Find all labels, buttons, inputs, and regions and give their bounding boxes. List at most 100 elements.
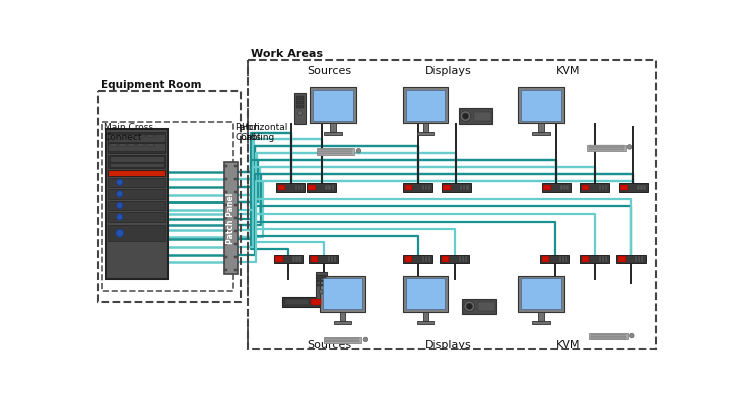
Bar xyxy=(326,338,359,339)
Bar xyxy=(403,255,432,263)
Bar xyxy=(442,256,449,262)
Bar xyxy=(318,151,352,152)
Bar xyxy=(641,256,643,262)
Bar xyxy=(440,255,469,263)
Bar xyxy=(442,183,471,191)
Bar xyxy=(423,312,428,321)
Bar xyxy=(589,145,624,147)
Bar xyxy=(331,123,336,132)
Bar xyxy=(285,299,309,305)
Bar xyxy=(110,163,164,167)
Bar xyxy=(235,165,237,167)
Bar xyxy=(298,256,300,262)
Bar xyxy=(223,162,238,274)
Bar xyxy=(406,90,445,120)
Bar xyxy=(98,91,240,303)
Bar xyxy=(428,185,430,190)
Bar xyxy=(224,165,226,167)
Bar xyxy=(580,255,610,263)
Circle shape xyxy=(117,202,123,208)
Bar xyxy=(602,185,604,190)
Bar xyxy=(532,321,550,324)
Bar xyxy=(108,225,165,241)
Circle shape xyxy=(466,303,472,310)
Bar xyxy=(235,179,237,180)
Bar xyxy=(235,256,237,258)
Bar xyxy=(224,191,226,193)
Bar xyxy=(328,256,330,262)
Bar xyxy=(108,178,165,187)
Bar xyxy=(542,183,571,191)
Bar xyxy=(563,185,565,190)
Bar xyxy=(318,149,352,150)
Bar xyxy=(532,132,550,135)
Bar xyxy=(309,185,316,190)
Bar xyxy=(326,185,328,190)
Bar xyxy=(422,185,424,190)
Bar xyxy=(478,302,495,311)
Bar xyxy=(599,256,601,262)
Text: Horizontal
Cabling: Horizontal Cabling xyxy=(240,123,287,142)
Bar xyxy=(138,144,144,146)
Bar xyxy=(235,269,237,271)
Bar xyxy=(312,299,320,305)
Bar xyxy=(637,185,639,190)
Bar xyxy=(425,256,427,262)
Bar xyxy=(462,299,497,314)
Bar xyxy=(620,185,628,190)
Bar xyxy=(317,275,326,278)
Circle shape xyxy=(297,111,302,115)
Bar xyxy=(459,256,461,262)
Bar xyxy=(605,256,607,262)
Bar xyxy=(110,135,117,137)
Bar xyxy=(521,278,561,309)
Bar xyxy=(108,134,165,141)
Bar xyxy=(334,321,351,324)
Bar xyxy=(119,144,126,146)
Bar xyxy=(403,183,432,191)
Bar xyxy=(643,185,646,190)
Bar xyxy=(591,336,627,337)
Bar xyxy=(566,185,568,190)
Bar xyxy=(329,185,331,190)
Bar xyxy=(224,217,226,219)
Bar xyxy=(295,256,297,262)
Circle shape xyxy=(628,145,632,149)
Bar xyxy=(332,185,334,190)
Bar xyxy=(539,312,543,321)
Circle shape xyxy=(462,113,468,119)
Text: Main Cross
Connect: Main Cross Connect xyxy=(104,123,153,142)
Bar xyxy=(559,256,561,262)
Text: Work Areas: Work Areas xyxy=(252,49,323,59)
Bar xyxy=(316,272,327,304)
Bar xyxy=(565,256,567,262)
Bar xyxy=(128,144,135,146)
Bar xyxy=(318,153,352,154)
Bar xyxy=(108,170,165,176)
Bar xyxy=(102,122,233,291)
Bar xyxy=(602,256,604,262)
Bar xyxy=(108,131,165,153)
Bar xyxy=(282,297,323,307)
Bar xyxy=(119,135,126,137)
Bar xyxy=(587,145,625,151)
Circle shape xyxy=(117,179,123,185)
Bar xyxy=(324,337,361,343)
Bar xyxy=(295,93,306,124)
Bar xyxy=(224,269,226,271)
Bar xyxy=(635,256,637,262)
Bar xyxy=(640,185,642,190)
Bar xyxy=(591,334,627,335)
Bar xyxy=(618,256,625,262)
Circle shape xyxy=(464,301,475,312)
Bar xyxy=(405,185,412,190)
Bar xyxy=(460,185,462,190)
Bar xyxy=(235,217,237,219)
Bar xyxy=(317,284,326,286)
Bar xyxy=(106,129,167,279)
Circle shape xyxy=(460,111,471,122)
Bar xyxy=(423,123,428,132)
Text: Displays: Displays xyxy=(425,340,472,350)
Bar xyxy=(292,256,295,262)
Text: Displays: Displays xyxy=(425,66,472,76)
